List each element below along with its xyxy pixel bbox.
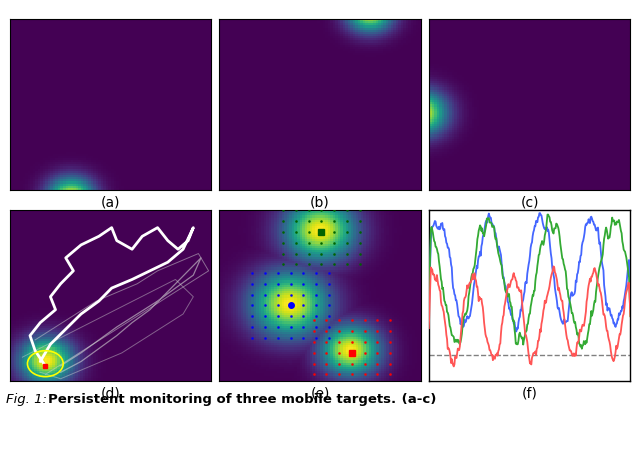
Text: (f): (f) <box>522 386 538 400</box>
Text: (a-c): (a-c) <box>397 392 436 405</box>
Text: Persistent monitoring of three mobile targets.: Persistent monitoring of three mobile ta… <box>48 392 396 405</box>
Text: (b): (b) <box>310 195 330 209</box>
Text: Fig. 1:: Fig. 1: <box>6 392 52 405</box>
Text: (a): (a) <box>100 195 120 209</box>
Text: (c): (c) <box>520 195 539 209</box>
Text: (d): (d) <box>100 386 120 400</box>
Text: (e): (e) <box>310 386 330 400</box>
